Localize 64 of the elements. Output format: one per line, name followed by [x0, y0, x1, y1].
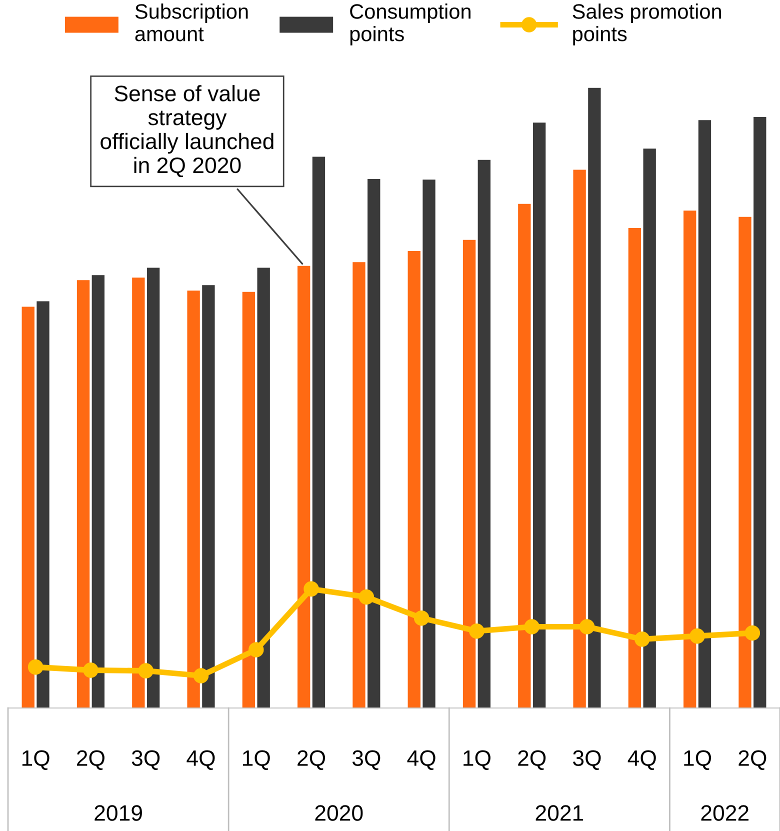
legend-label: Subscription amount [135, 4, 248, 42]
point [83, 662, 98, 678]
bar [187, 290, 200, 708]
x-tick-label: 4Q [628, 750, 656, 770]
x-tick-label: 1Q [243, 750, 270, 770]
x-tick-label: 3Q [573, 750, 601, 770]
legend-label: Consumption points [350, 4, 470, 46]
x-tick-label: 3Q [352, 750, 380, 770]
x-tick-label: 1Q [22, 750, 50, 770]
bar [573, 170, 586, 708]
bar [754, 117, 766, 708]
bar [588, 88, 601, 708]
point [138, 663, 154, 678]
bar [257, 268, 270, 708]
point [469, 623, 484, 639]
bar [298, 266, 310, 708]
bar [684, 210, 696, 708]
point [690, 628, 705, 644]
x-tick-label: 1Q [464, 750, 490, 770]
text: 2022 [701, 805, 748, 821]
bar [478, 160, 490, 708]
bar [22, 306, 34, 708]
point [634, 632, 650, 647]
x-tick-label: 2Q [518, 750, 546, 770]
bar [738, 216, 752, 708]
text: 2019 [94, 805, 142, 821]
bar [462, 240, 476, 708]
bar [628, 228, 642, 708]
bar [352, 262, 366, 708]
point [193, 668, 209, 684]
point [744, 625, 760, 641]
x-tick-label: 2Q [298, 750, 326, 770]
x-tick-label: 2Q [738, 750, 766, 770]
bar [312, 156, 326, 708]
annotation: Sense of value strategy officially launched in 2Q 2020 [100, 85, 274, 178]
bar [76, 280, 90, 708]
legend-label: Sales promotion points [572, 4, 721, 46]
bar [92, 275, 104, 708]
point [524, 619, 540, 634]
point [28, 659, 44, 675]
bar [368, 179, 380, 708]
bar [422, 180, 436, 708]
bar [408, 250, 420, 708]
text: 2021 [536, 805, 584, 821]
x-tick-label: 3Q [132, 750, 160, 770]
point [248, 642, 264, 658]
bar [132, 278, 145, 708]
bar [202, 285, 215, 708]
point [304, 581, 319, 597]
text: 2020 [315, 805, 363, 821]
bar [532, 122, 546, 708]
bar [36, 301, 50, 708]
x-tick-label: 1Q [684, 750, 712, 770]
bar [518, 204, 531, 708]
bar [242, 292, 256, 708]
x-tick-label: 4Q [407, 750, 436, 770]
point [579, 619, 595, 634]
point [358, 589, 374, 605]
bar [146, 268, 160, 708]
bar [698, 120, 712, 708]
x-tick-label: 4Q [186, 750, 215, 770]
x-tick-label: 2Q [77, 750, 104, 770]
point [414, 610, 430, 626]
bar [643, 148, 656, 708]
